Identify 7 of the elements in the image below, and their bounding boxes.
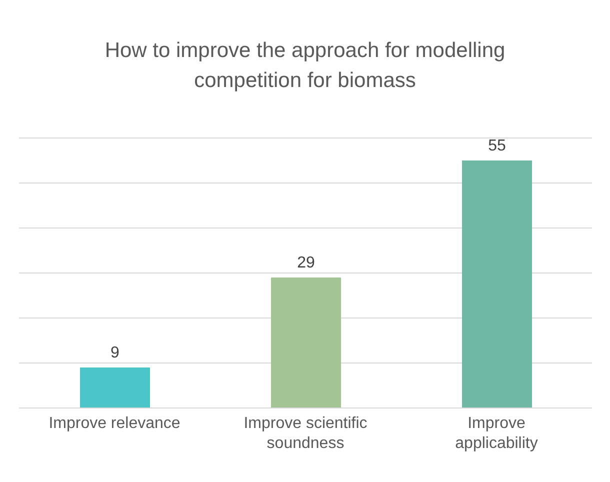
chart-title: How to improve the approach for modelling competition for biomass bbox=[104, 38, 506, 94]
x-tick-label: Improve applicability bbox=[455, 415, 538, 452]
x-tick-label: Improve relevance bbox=[48, 415, 180, 432]
data-label: 29 bbox=[297, 254, 315, 272]
x-tick-label: Improve scientific soundness bbox=[244, 415, 368, 452]
data-label: 9 bbox=[110, 344, 120, 362]
data-label: 55 bbox=[488, 138, 506, 154]
